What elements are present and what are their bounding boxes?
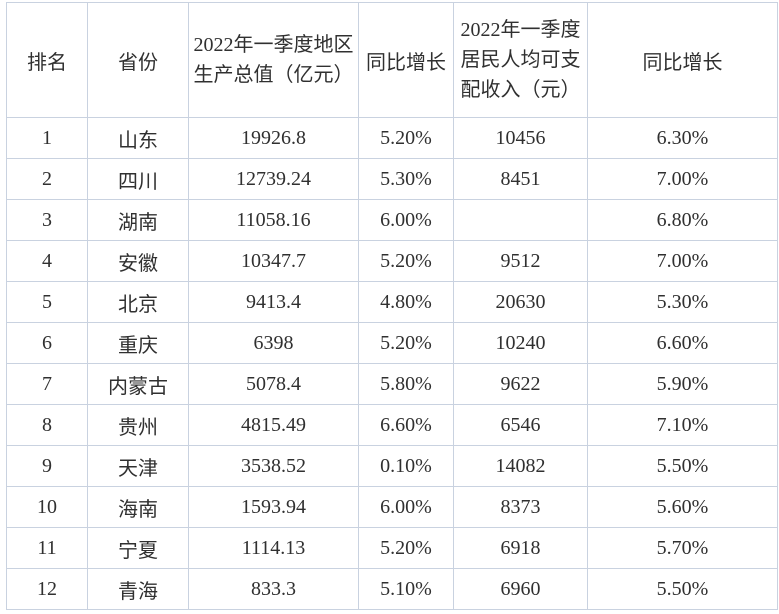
table-row: 6 重庆 6398 5.20% 10240 6.60% xyxy=(6,322,778,364)
table-row: 5 北京 9413.4 4.80% 20630 5.30% xyxy=(6,281,778,323)
cell-province: 海南 xyxy=(87,486,189,528)
cell-gdp: 3538.52 xyxy=(188,445,359,487)
table-row: 4 安徽 10347.7 5.20% 9512 7.00% xyxy=(6,240,778,282)
cell-province: 重庆 xyxy=(87,322,189,364)
cell-rank: 1 xyxy=(6,117,88,159)
table-row: 10 海南 1593.94 6.00% 8373 5.60% xyxy=(6,486,778,528)
cell-rank: 2 xyxy=(6,158,88,200)
cell-gdp: 9413.4 xyxy=(188,281,359,323)
cell-income: 8451 xyxy=(453,158,588,200)
column-header-gdp-growth: 同比增长 xyxy=(358,2,454,118)
cell-gdp: 19926.8 xyxy=(188,117,359,159)
cell-rank: 5 xyxy=(6,281,88,323)
cell-province: 湖南 xyxy=(87,199,189,241)
table-row: 1 山东 19926.8 5.20% 10456 6.30% xyxy=(6,117,778,159)
cell-income: 20630 xyxy=(453,281,588,323)
cell-income: 10456 xyxy=(453,117,588,159)
cell-income-growth: 5.30% xyxy=(587,281,778,323)
cell-income: 14082 xyxy=(453,445,588,487)
table-row: 8 贵州 4815.49 6.60% 6546 7.10% xyxy=(6,404,778,446)
cell-province: 宁夏 xyxy=(87,527,189,569)
cell-income: 10240 xyxy=(453,322,588,364)
table-container: 排名 省份 2022年一季度地区 生产总值（亿元） 同比增长 2022年一季度 … xyxy=(6,2,779,610)
cell-gdp: 5078.4 xyxy=(188,363,359,405)
cell-gdp-growth: 6.00% xyxy=(358,199,454,241)
cell-gdp: 1114.13 xyxy=(188,527,359,569)
cell-gdp: 1593.94 xyxy=(188,486,359,528)
cell-rank: 3 xyxy=(6,199,88,241)
cell-province: 天津 xyxy=(87,445,189,487)
cell-gdp-growth: 0.10% xyxy=(358,445,454,487)
column-header-rank: 排名 xyxy=(6,2,88,118)
table-row: 12 青海 833.3 5.10% 6960 5.50% xyxy=(6,568,778,610)
cell-gdp-growth: 5.20% xyxy=(358,527,454,569)
cell-rank: 11 xyxy=(6,527,88,569)
cell-income: 9622 xyxy=(453,363,588,405)
cell-income xyxy=(453,199,588,241)
cell-income: 6546 xyxy=(453,404,588,446)
cell-province: 北京 xyxy=(87,281,189,323)
cell-income-growth: 7.10% xyxy=(587,404,778,446)
cell-rank: 8 xyxy=(6,404,88,446)
cell-income: 9512 xyxy=(453,240,588,282)
cell-income-growth: 5.60% xyxy=(587,486,778,528)
cell-income-growth: 7.00% xyxy=(587,158,778,200)
table-row: 11 宁夏 1114.13 5.20% 6918 5.70% xyxy=(6,527,778,569)
cell-income-growth: 5.90% xyxy=(587,363,778,405)
column-header-income: 2022年一季度 居民人均可支 配收入（元） xyxy=(453,2,588,118)
cell-province: 青海 xyxy=(87,568,189,610)
cell-gdp-growth: 5.80% xyxy=(358,363,454,405)
cell-income-growth: 5.50% xyxy=(587,568,778,610)
header-row: 排名 省份 2022年一季度地区 生产总值（亿元） 同比增长 2022年一季度 … xyxy=(6,2,778,118)
cell-province: 四川 xyxy=(87,158,189,200)
cell-gdp-growth: 5.10% xyxy=(358,568,454,610)
cell-income: 6960 xyxy=(453,568,588,610)
cell-income-growth: 5.50% xyxy=(587,445,778,487)
table-row: 2 四川 12739.24 5.30% 8451 7.00% xyxy=(6,158,778,200)
table-row: 7 内蒙古 5078.4 5.80% 9622 5.90% xyxy=(6,363,778,405)
cell-gdp-growth: 5.20% xyxy=(358,322,454,364)
table-row: 9 天津 3538.52 0.10% 14082 5.50% xyxy=(6,445,778,487)
cell-income-growth: 6.30% xyxy=(587,117,778,159)
cell-province: 山东 xyxy=(87,117,189,159)
cell-gdp-growth: 5.20% xyxy=(358,240,454,282)
cell-income-growth: 6.60% xyxy=(587,322,778,364)
cell-gdp-growth: 4.80% xyxy=(358,281,454,323)
cell-gdp-growth: 6.60% xyxy=(358,404,454,446)
column-header-province: 省份 xyxy=(87,2,189,118)
cell-gdp: 11058.16 xyxy=(188,199,359,241)
cell-rank: 7 xyxy=(6,363,88,405)
cell-gdp-growth: 6.00% xyxy=(358,486,454,528)
column-header-gdp: 2022年一季度地区 生产总值（亿元） xyxy=(188,2,359,118)
cell-income: 6918 xyxy=(453,527,588,569)
cell-gdp-growth: 5.30% xyxy=(358,158,454,200)
cell-income-growth: 5.70% xyxy=(587,527,778,569)
cell-gdp: 4815.49 xyxy=(188,404,359,446)
cell-gdp-growth: 5.20% xyxy=(358,117,454,159)
cell-gdp: 10347.7 xyxy=(188,240,359,282)
cell-rank: 4 xyxy=(6,240,88,282)
cell-rank: 6 xyxy=(6,322,88,364)
cell-rank: 9 xyxy=(6,445,88,487)
cell-province: 内蒙古 xyxy=(87,363,189,405)
cell-gdp: 12739.24 xyxy=(188,158,359,200)
column-header-income-growth: 同比增长 xyxy=(587,2,778,118)
cell-income-growth: 6.80% xyxy=(587,199,778,241)
cell-rank: 12 xyxy=(6,568,88,610)
cell-income: 8373 xyxy=(453,486,588,528)
cell-rank: 10 xyxy=(6,486,88,528)
cell-gdp: 6398 xyxy=(188,322,359,364)
cell-income-growth: 7.00% xyxy=(587,240,778,282)
cell-province: 安徽 xyxy=(87,240,189,282)
cell-gdp: 833.3 xyxy=(188,568,359,610)
data-table: 排名 省份 2022年一季度地区 生产总值（亿元） 同比增长 2022年一季度 … xyxy=(6,2,778,610)
cell-province: 贵州 xyxy=(87,404,189,446)
table-row: 3 湖南 11058.16 6.00% 6.80% xyxy=(6,199,778,241)
